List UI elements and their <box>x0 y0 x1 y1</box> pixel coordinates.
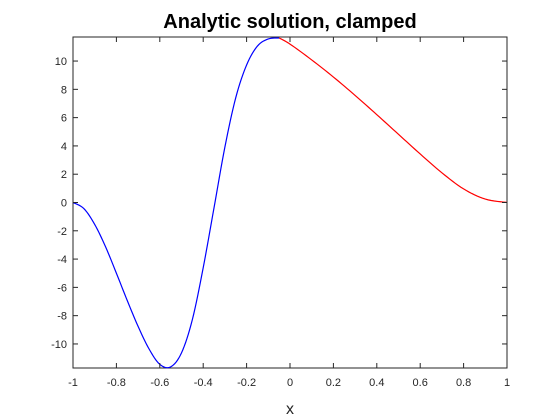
x-tick-label: 0.8 <box>456 377 471 389</box>
y-tick-label: -6 <box>57 282 67 294</box>
y-tick-label: -2 <box>57 226 67 238</box>
y-tick-label: -8 <box>57 311 67 323</box>
y-tick-label: 6 <box>61 113 67 125</box>
series-line-2 <box>278 37 508 204</box>
plot-area <box>72 36 508 369</box>
x-axis: -1 -0.8 -0.6 -0.4 -0.2 0 0.2 0.4 0.6 0.8 1 <box>68 37 510 389</box>
y-tick-label: 0 <box>61 198 67 210</box>
y-tick-label: 4 <box>61 141 67 153</box>
x-tick-label: 0 <box>287 377 293 389</box>
x-tick-label: -0.2 <box>237 377 256 389</box>
x-tick-label: -1 <box>68 377 78 389</box>
x-tick-label: 0.2 <box>326 377 341 389</box>
x-tick-label: -0.8 <box>107 377 126 389</box>
x-tick-label: 0.6 <box>413 377 428 389</box>
x-tick-label: -0.6 <box>150 377 169 389</box>
y-tick-label: 8 <box>61 84 67 96</box>
series-layer <box>72 37 508 369</box>
x-tick-label: 0.4 <box>369 377 384 389</box>
y-tick-label: -10 <box>51 339 67 351</box>
y-tick-label: 2 <box>61 169 67 181</box>
y-tick-label: -4 <box>57 254 67 266</box>
y-tick-label: 10 <box>55 56 67 68</box>
chart-title: Analytic solution, clamped <box>163 11 416 33</box>
y-axis: -10 -8 -6 -4 -2 0 2 4 6 8 10 <box>51 56 507 351</box>
x-axis-label: x <box>286 401 294 418</box>
x-tick-label: 1 <box>504 377 510 389</box>
series-line-1 <box>72 37 280 369</box>
x-tick-label: -0.4 <box>194 377 213 389</box>
